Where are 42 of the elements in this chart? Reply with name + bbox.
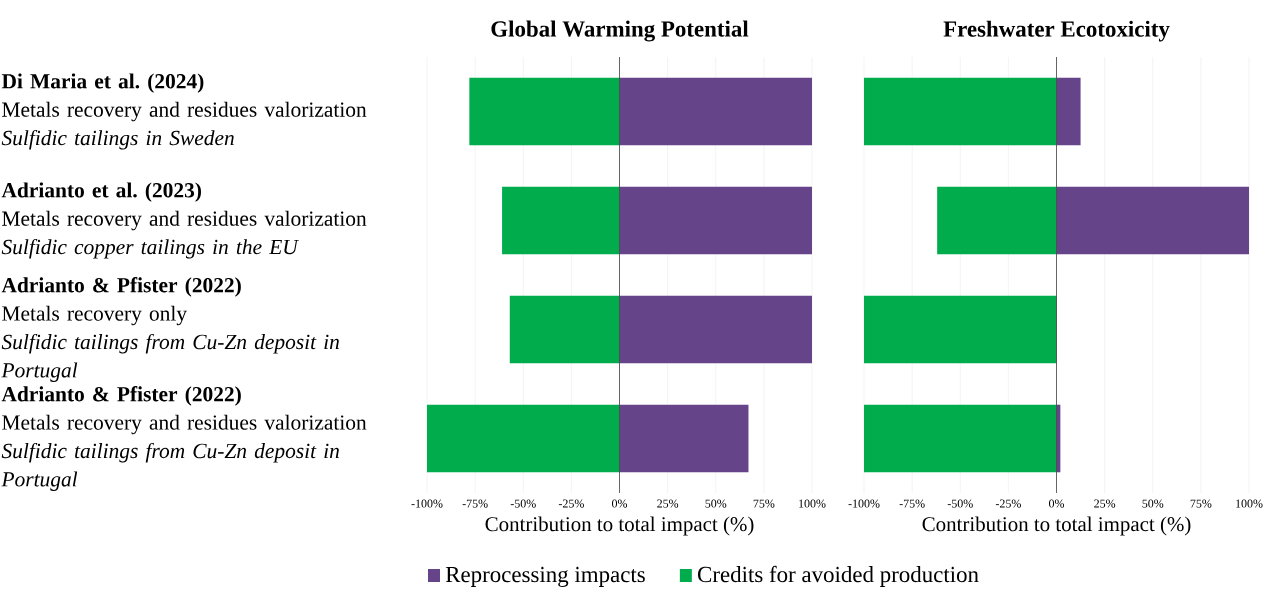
x-tick-label: -100% [411, 499, 443, 508]
bar [864, 404, 1057, 473]
x-tick-label: -75% [899, 499, 925, 508]
y-tick-label: Adrianto & Pfister (2022) Metals recovery and residues valorization Sulfidic tailings from Cu-Zn deposit in Portugal [1, 386, 367, 491]
bar [427, 404, 620, 473]
bar [619, 404, 749, 473]
x-tick-label: 75% [1190, 499, 1212, 508]
chart-title: Global Warming Potential [491, 20, 749, 42]
bar [937, 186, 1057, 255]
bar [619, 77, 812, 146]
bar [619, 186, 812, 255]
bar [1056, 77, 1081, 146]
bar [469, 77, 620, 146]
bar [509, 295, 620, 364]
x-tick-label: -75% [462, 499, 488, 508]
x-tick-label: 50% [705, 499, 727, 508]
x-tick-label: -25% [995, 499, 1021, 508]
chart-title: Freshwater Ecotoxicity [943, 20, 1170, 42]
x-axis-title: Contribution to total impact (%) [485, 516, 754, 536]
x-tick-label: -50% [947, 499, 973, 508]
bar [864, 295, 1057, 364]
x-tick-label: -100% [848, 499, 880, 508]
bar [1056, 186, 1250, 255]
x-tick-label: 0% [611, 499, 628, 508]
bar [619, 295, 812, 364]
x-tick-label: 100% [1236, 499, 1263, 508]
legend-label: Reprocessing impacts [445, 566, 645, 587]
y-tick-label: Adrianto et al. (2023) Metals recovery and residues valorization Sulfidic copper tailings in the EU [1, 182, 367, 259]
x-tick-label: 25% [1094, 499, 1116, 508]
x-tick-label: 100% [799, 499, 826, 508]
y-tick-label: Adrianto & Pfister (2022) Metals recovery only Sulfidic tailings from Cu-Zn deposit in Portugal [1, 277, 339, 382]
y-tick-label: Di Maria et al. (2024) Metals recovery and residues valorization Sulfidic tailings in Sweden [1, 73, 367, 150]
legend-label: Credits for avoided production [698, 565, 979, 587]
x-tick-label: -25% [558, 499, 584, 508]
x-tick-label: 50% [1142, 499, 1164, 508]
bar [502, 186, 620, 255]
bar [864, 77, 1057, 146]
x-tick-label: -50% [510, 499, 536, 508]
x-tick-label: 25% [657, 499, 679, 508]
x-axis-title: Contribution to total impact (%) [922, 516, 1191, 536]
x-tick-label: 75% [753, 499, 775, 508]
x-tick-label: 0% [1049, 499, 1065, 508]
